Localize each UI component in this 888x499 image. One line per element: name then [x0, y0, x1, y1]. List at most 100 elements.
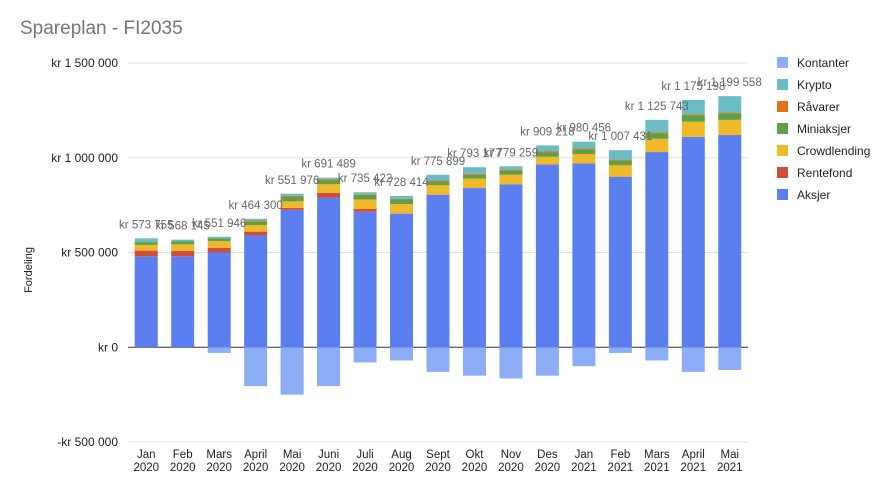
x-tick-label-year: 2021: [571, 462, 597, 474]
data-label: kr 793 177: [447, 148, 501, 160]
data-label: kr 1 007 431: [588, 131, 652, 143]
bar-miniaksjer-0: [134, 242, 158, 245]
x-tick-label-month: April: [682, 449, 705, 461]
x-tick-label-year: 2021: [680, 462, 706, 474]
x-tick-label-month: Nov: [501, 449, 522, 461]
bar-crowdlending-1: [171, 244, 195, 251]
legend-label: Rentefond: [797, 166, 852, 180]
bar-miniaksjer-15: [681, 115, 705, 122]
bar-crowdlending-7: [390, 204, 414, 214]
x-tick-label-year: 2020: [425, 462, 451, 474]
bar-kontanter-13: [608, 347, 632, 353]
bar-kontanter-2: [207, 347, 231, 353]
bar-rvarer-16: [718, 112, 742, 114]
bar-crowdlending-9: [462, 178, 486, 189]
x-tick-label-month: April: [244, 449, 267, 461]
bar-miniaksjer-7: [390, 199, 414, 205]
bar-rentefond-4: [280, 207, 304, 210]
x-tick-label-year: 2021: [608, 462, 634, 474]
bar-miniaksjer-6: [353, 194, 377, 200]
data-label: kr 551 976: [265, 175, 319, 187]
bar-krypto-0: [134, 238, 158, 243]
bar-kontanter-16: [718, 347, 742, 370]
bar-crowdlending-0: [134, 244, 158, 251]
bar-miniaksjer-4: [280, 196, 304, 202]
bar-kontanter-10: [499, 347, 523, 379]
bar-crowdlending-11: [535, 156, 559, 165]
legend-swatch: [777, 79, 788, 90]
bar-kontanter-12: [572, 347, 596, 367]
bar-kontanter-4: [280, 347, 304, 395]
bar-miniaksjer-8: [426, 181, 450, 186]
data-label: kr 573 755: [119, 219, 173, 231]
bar-krypto-13: [608, 150, 632, 160]
bar-aksjer-11: [535, 164, 559, 348]
bar-kontanter-11: [535, 347, 559, 376]
x-tick-label-year: 2020: [133, 462, 159, 474]
x-tick-label-year: 2020: [352, 462, 378, 474]
x-tick-label-year: 2020: [535, 462, 561, 474]
bar-aksjer-8: [426, 194, 450, 348]
bar-miniaksjer-13: [608, 160, 632, 166]
data-label: kr 1 175 198: [661, 81, 725, 93]
bar-kontanter-7: [390, 347, 414, 361]
legend-swatch: [777, 123, 788, 134]
data-label: kr 568 145: [156, 221, 210, 233]
bar-krypto-15: [681, 99, 705, 115]
data-label: kr 779 259: [484, 147, 538, 159]
bar-aksjer-16: [718, 135, 742, 348]
y-tick-label: kr 1 000 000: [51, 151, 118, 165]
bar-miniaksjer-14: [645, 133, 669, 139]
legend-swatch: [777, 145, 788, 156]
x-tick-label-month: Mars: [206, 449, 232, 461]
bar-krypto-11: [535, 145, 559, 152]
bar-crowdlending-13: [608, 165, 632, 177]
bar-crowdlending-16: [718, 119, 742, 136]
x-tick-label-month: Feb: [610, 449, 630, 461]
bar-crowdlending-14: [645, 138, 669, 153]
bar-rvarer-8: [426, 180, 450, 182]
bar-crowdlending-8: [426, 185, 450, 195]
legend-label: Miniaksjer: [797, 122, 851, 136]
bar-krypto-6: [353, 192, 377, 195]
x-tick-label-year: 2020: [279, 462, 305, 474]
bar-kontanter-15: [681, 347, 705, 372]
bar-crowdlending-15: [681, 121, 705, 137]
bar-kontanter-8: [426, 347, 450, 372]
x-tick-label-year: 2020: [206, 462, 232, 474]
bar-rvarer-10: [499, 170, 523, 172]
bar-krypto-4: [280, 193, 304, 196]
x-tick-label-year: 2021: [644, 462, 670, 474]
bar-kontanter-6: [353, 347, 377, 363]
bar-aksjer-4: [280, 209, 304, 348]
data-label: kr 980 456: [557, 123, 611, 135]
bar-crowdlending-6: [353, 199, 377, 209]
bar-rvarer-4: [280, 195, 304, 197]
bar-rentefond-1: [171, 250, 195, 257]
y-tick-label: kr 1 500 000: [51, 56, 118, 70]
bar-crowdlending-12: [572, 153, 596, 164]
bar-miniaksjer-1: [171, 241, 195, 245]
bar-aksjer-6: [353, 211, 377, 348]
bar-rvarer-6: [353, 194, 377, 195]
data-label: kr 1 125 743: [625, 101, 689, 113]
data-label: kr 728 414: [374, 177, 429, 189]
bar-rentefond-5: [317, 192, 341, 198]
bar-crowdlending-2: [207, 241, 231, 248]
bar-aksjer-15: [681, 136, 705, 348]
bar-kontanter-14: [645, 347, 669, 361]
bar-rvarer-9: [462, 173, 486, 175]
legend-swatch: [777, 189, 788, 200]
bar-miniaksjer-16: [718, 113, 742, 120]
y-tick-label: -kr 500 000: [57, 435, 118, 449]
bar-aksjer-3: [244, 235, 268, 348]
bar-aksjer-14: [645, 152, 669, 348]
bar-rentefond-0: [134, 250, 158, 257]
data-label: kr 735 422: [338, 173, 392, 185]
bar-aksjer-5: [317, 197, 341, 348]
x-tick-label-month: Feb: [173, 449, 193, 461]
bar-miniaksjer-5: [317, 180, 341, 185]
x-tick-label-month: Aug: [391, 449, 411, 461]
bar-krypto-16: [718, 96, 742, 113]
